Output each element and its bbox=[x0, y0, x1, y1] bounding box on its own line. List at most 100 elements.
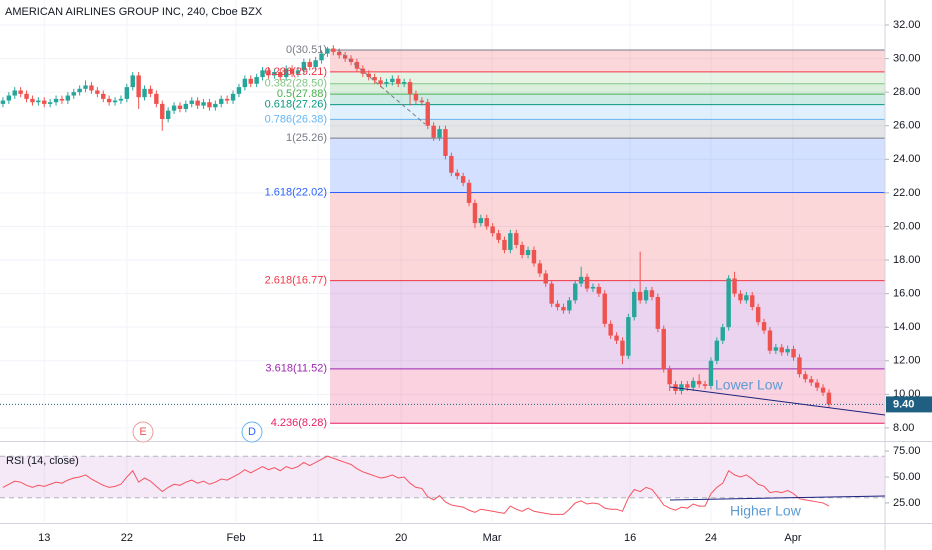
candle-body bbox=[230, 93, 236, 101]
candle-body bbox=[53, 98, 59, 103]
candle-body bbox=[278, 72, 283, 78]
earnings-marker[interactable] bbox=[132, 421, 154, 443]
candle-body bbox=[219, 98, 224, 104]
y-tick-label: 12.00 bbox=[893, 355, 921, 367]
candle-body bbox=[620, 340, 625, 356]
candle-body bbox=[578, 276, 584, 284]
candle-body bbox=[154, 93, 159, 104]
x-tick-label: 13 bbox=[38, 532, 50, 544]
candle-body bbox=[177, 105, 183, 109]
y-tick-label: 25.00 bbox=[893, 497, 921, 509]
y-tick-label: 8.00 bbox=[893, 422, 914, 434]
last-price-label: 9.40 bbox=[893, 398, 914, 410]
candle-body bbox=[95, 90, 100, 94]
candle-body bbox=[89, 85, 94, 91]
candle-body bbox=[136, 75, 141, 98]
candle-body bbox=[455, 172, 460, 177]
candle-body bbox=[77, 88, 82, 93]
candle-body bbox=[289, 68, 295, 74]
candle-body bbox=[661, 328, 666, 370]
x-tick-label: 20 bbox=[395, 532, 407, 544]
candle-body bbox=[160, 103, 165, 120]
x-tick-label: 11 bbox=[312, 532, 323, 544]
candle-body bbox=[36, 100, 41, 103]
candle-body bbox=[732, 278, 737, 294]
candle-body bbox=[425, 102, 430, 126]
candle-body bbox=[236, 87, 242, 94]
candle-body bbox=[537, 263, 543, 274]
back-layer bbox=[0, 0, 885, 522]
candle-body bbox=[419, 100, 425, 103]
candle-body bbox=[124, 87, 130, 99]
candle-body bbox=[331, 48, 336, 52]
candle-body bbox=[460, 176, 466, 183]
fib-label: 0.5(27.88) bbox=[277, 88, 327, 100]
candle-body bbox=[508, 233, 513, 250]
candle-body bbox=[59, 98, 65, 101]
candle-body bbox=[519, 244, 525, 255]
candle-body bbox=[337, 51, 342, 56]
candle-body bbox=[525, 249, 531, 255]
fib-band bbox=[330, 119, 885, 139]
candle-body bbox=[254, 77, 259, 84]
x-tick-label: Feb bbox=[227, 532, 246, 544]
annotation: Lower Low bbox=[715, 377, 784, 393]
candle-body bbox=[106, 98, 112, 103]
candle-body bbox=[691, 380, 696, 388]
y-tick-label: 50.00 bbox=[893, 471, 921, 483]
dividend-marker[interactable] bbox=[241, 421, 263, 443]
candle-body bbox=[708, 360, 714, 386]
candle-body bbox=[549, 283, 554, 304]
fib-label: 0.786(26.38) bbox=[265, 113, 327, 125]
candle-body bbox=[573, 283, 578, 301]
x-tick-label: Mar bbox=[483, 532, 502, 544]
rsi-title: RSI (14, close) bbox=[6, 455, 79, 467]
fib-label: 4.236(8.28) bbox=[271, 417, 327, 429]
rsi-band bbox=[0, 456, 885, 498]
candle-body bbox=[614, 335, 619, 341]
candle-body bbox=[195, 100, 200, 106]
candle-body bbox=[378, 80, 383, 84]
fib-band bbox=[330, 104, 885, 120]
candle-body bbox=[714, 340, 720, 361]
fib-label: 3.618(11.52) bbox=[265, 363, 327, 375]
candle-body bbox=[130, 75, 135, 88]
candle-body bbox=[761, 322, 767, 331]
candle-body bbox=[820, 387, 826, 393]
candle-body bbox=[667, 369, 672, 385]
candle-body bbox=[12, 90, 17, 96]
candle-body bbox=[384, 82, 389, 84]
annotation: Higher Low bbox=[730, 503, 802, 519]
y-tick-label: 20.00 bbox=[893, 220, 921, 232]
candle-body bbox=[590, 286, 596, 289]
dividend-label[interactable]: D bbox=[248, 426, 256, 438]
candle-body bbox=[325, 48, 330, 54]
candle-body bbox=[372, 77, 377, 81]
candle-body bbox=[407, 82, 413, 94]
y-tick-label: 24.00 bbox=[893, 153, 921, 165]
candle-body bbox=[413, 93, 419, 101]
candle-body bbox=[213, 103, 218, 108]
mid-layer bbox=[0, 45, 885, 515]
candle-body bbox=[401, 82, 407, 84]
fib-label: 1.618(22.02) bbox=[265, 186, 327, 198]
candle-body bbox=[30, 98, 35, 103]
y-tick-label: 26.00 bbox=[893, 120, 921, 132]
fib-label: 0.236(29.21) bbox=[265, 66, 327, 78]
y-tick-label: 28.00 bbox=[893, 86, 921, 98]
candle-body bbox=[655, 296, 661, 329]
last-price-box bbox=[886, 396, 932, 413]
candle-body bbox=[702, 384, 708, 386]
candle-body bbox=[0, 100, 6, 104]
earnings-label[interactable]: E bbox=[139, 426, 146, 438]
candle-body bbox=[608, 323, 613, 336]
candle-body bbox=[272, 72, 277, 76]
rsi-trend-line bbox=[669, 495, 886, 501]
fib-band bbox=[330, 138, 885, 193]
candle-body bbox=[814, 382, 820, 388]
candle-body bbox=[791, 349, 796, 358]
candle-body bbox=[148, 88, 153, 94]
candle-body bbox=[283, 68, 289, 78]
